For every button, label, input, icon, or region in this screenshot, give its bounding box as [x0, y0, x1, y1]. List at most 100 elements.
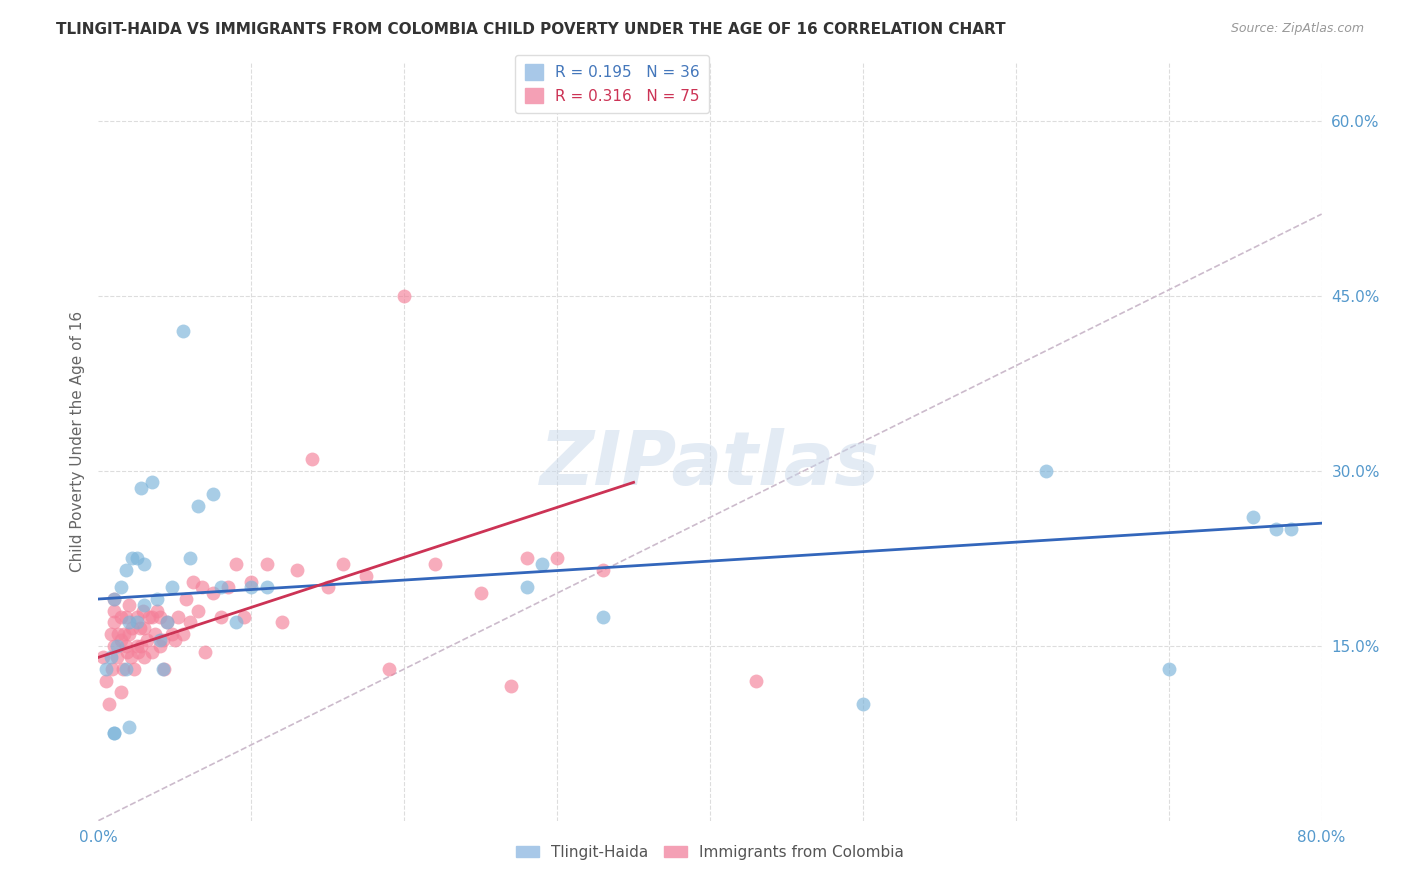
Point	[172, 627, 194, 641]
Point	[120, 650, 142, 665]
Point	[115, 609, 138, 624]
Point	[378, 662, 401, 676]
Point	[225, 557, 247, 571]
Point	[270, 615, 292, 630]
Point	[256, 557, 278, 571]
Point	[127, 644, 149, 658]
Point	[103, 615, 125, 630]
Point	[232, 609, 254, 624]
Point	[316, 580, 339, 594]
Point	[110, 580, 132, 594]
Point	[103, 592, 125, 607]
Point	[546, 551, 568, 566]
Point	[1264, 522, 1286, 536]
Point	[852, 697, 875, 711]
Point	[125, 609, 148, 624]
Point	[143, 627, 166, 641]
Point	[129, 481, 152, 495]
Point	[118, 720, 141, 734]
Point	[98, 697, 121, 711]
Point	[160, 627, 183, 641]
Point	[202, 487, 225, 501]
Point	[1279, 522, 1302, 536]
Point	[167, 609, 190, 624]
Point	[105, 650, 128, 665]
Point	[156, 615, 179, 630]
Point	[187, 604, 209, 618]
Point	[112, 627, 135, 641]
Point	[354, 568, 377, 582]
Point	[181, 574, 204, 589]
Point	[115, 563, 138, 577]
Point	[530, 557, 553, 571]
Point	[121, 621, 143, 635]
Point	[103, 604, 125, 618]
Point	[152, 662, 174, 676]
Point	[103, 639, 125, 653]
Point	[100, 627, 122, 641]
Point	[110, 685, 132, 699]
Point	[240, 580, 263, 594]
Point	[1157, 662, 1180, 676]
Point	[301, 452, 323, 467]
Text: TLINGIT-HAIDA VS IMMIGRANTS FROM COLOMBIA CHILD POVERTY UNDER THE AGE OF 16 CORR: TLINGIT-HAIDA VS IMMIGRANTS FROM COLOMBI…	[56, 22, 1005, 37]
Point	[141, 475, 163, 490]
Point	[103, 726, 125, 740]
Point	[153, 662, 176, 676]
Point	[94, 662, 117, 676]
Point	[149, 632, 172, 647]
Point	[100, 650, 122, 665]
Point	[118, 598, 141, 612]
Point	[592, 609, 614, 624]
Point	[125, 551, 148, 566]
Point	[122, 662, 145, 676]
Point	[141, 609, 163, 624]
Point	[115, 639, 138, 653]
Point	[129, 639, 152, 653]
Point	[105, 639, 128, 653]
Point	[745, 673, 768, 688]
Point	[392, 289, 416, 303]
Point	[202, 586, 225, 600]
Point	[209, 580, 232, 594]
Point	[592, 563, 614, 577]
Point	[501, 680, 523, 694]
Text: Source: ZipAtlas.com: Source: ZipAtlas.com	[1230, 22, 1364, 36]
Point	[145, 604, 167, 618]
Point	[118, 627, 141, 641]
Point	[187, 499, 209, 513]
Point	[149, 609, 172, 624]
Point	[194, 644, 217, 658]
Point	[101, 662, 124, 676]
Point	[132, 604, 155, 618]
Legend: Tlingit-Haida, Immigrants from Colombia: Tlingit-Haida, Immigrants from Colombia	[510, 838, 910, 866]
Point	[470, 586, 492, 600]
Point	[285, 563, 308, 577]
Point	[115, 662, 138, 676]
Point	[145, 592, 167, 607]
Point	[134, 598, 156, 612]
Point	[179, 551, 201, 566]
Point	[156, 615, 179, 630]
Point	[134, 557, 156, 571]
Point	[152, 632, 174, 647]
Point	[163, 632, 186, 647]
Point	[107, 627, 129, 641]
Point	[516, 580, 538, 594]
Point	[179, 615, 201, 630]
Point	[110, 632, 132, 647]
Point	[125, 615, 148, 630]
Point	[149, 639, 172, 653]
Point	[174, 592, 197, 607]
Point	[121, 551, 143, 566]
Point	[141, 644, 163, 658]
Point	[94, 673, 117, 688]
Point	[118, 615, 141, 630]
Point	[1241, 510, 1264, 524]
Point	[138, 609, 160, 624]
Point	[1035, 464, 1057, 478]
Point	[103, 592, 125, 607]
Point	[160, 580, 183, 594]
Point	[125, 639, 148, 653]
Point	[423, 557, 446, 571]
